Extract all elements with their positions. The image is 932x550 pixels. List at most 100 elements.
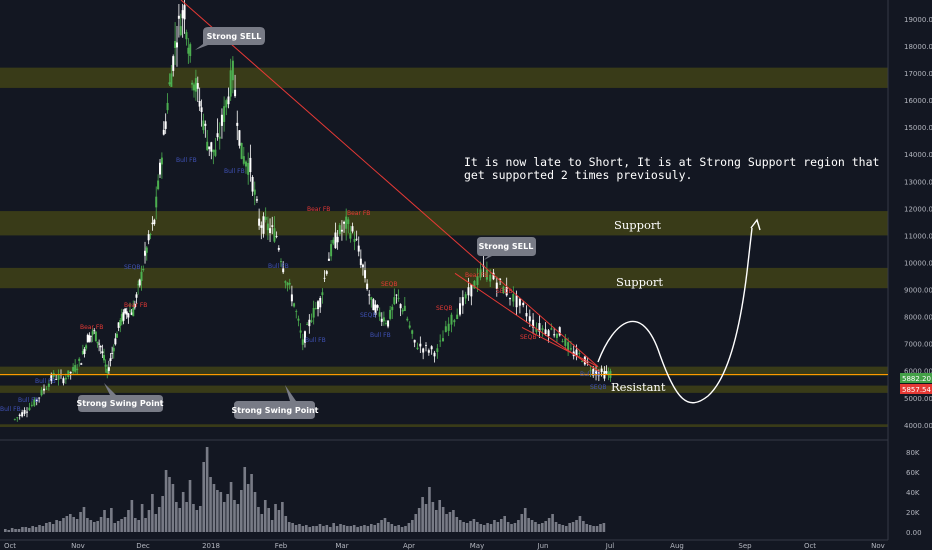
candle-body xyxy=(30,404,33,406)
volume-bar xyxy=(421,497,424,532)
candle-body xyxy=(391,306,394,311)
candle-body xyxy=(251,176,254,192)
candle-body xyxy=(430,346,433,350)
callout-strong-sell-1[interactable]: Strong SELL xyxy=(195,27,265,50)
candle-body xyxy=(112,347,115,352)
volume-bar xyxy=(250,474,253,532)
signal-label-bull: SEQB xyxy=(590,384,606,391)
volume-bar xyxy=(472,519,476,532)
volume-bar xyxy=(246,484,250,532)
signal-label-bull: Bull FB xyxy=(35,378,56,385)
volume-bar xyxy=(198,506,202,532)
candle-body xyxy=(330,244,333,257)
candle-body xyxy=(372,299,375,311)
volume-bar xyxy=(140,504,144,532)
candle-body xyxy=(323,277,326,279)
candle-body xyxy=(522,302,525,306)
price-tick-label: 10000.00 xyxy=(904,259,932,267)
candle-body xyxy=(464,294,467,299)
time-tick-label: 2018 xyxy=(202,542,220,550)
candle-body xyxy=(133,303,136,308)
candle-body xyxy=(444,326,447,332)
candle-body xyxy=(74,365,77,372)
signal-label-bull: Bull FB xyxy=(18,397,39,404)
volume-bar xyxy=(588,525,592,532)
callout-strong-swing-2[interactable]: Strong Swing Point xyxy=(232,385,319,419)
volume-bar xyxy=(209,477,212,532)
volume-bar xyxy=(161,496,164,532)
volume-bar xyxy=(106,518,110,532)
candle-body xyxy=(605,371,608,374)
volume-bar xyxy=(212,484,216,532)
volume-tick-label: 60K xyxy=(906,469,920,477)
candle-body xyxy=(357,245,360,252)
drawing-layer[interactable] xyxy=(0,0,888,404)
candle-body xyxy=(86,334,89,343)
signal-label-bear: Bear FB xyxy=(347,210,370,217)
candle-body xyxy=(489,274,492,282)
candle-body xyxy=(204,123,207,126)
candle-body xyxy=(297,318,300,321)
downtrend-line xyxy=(180,0,599,368)
time-tick-label: Feb xyxy=(275,542,288,550)
candle-body xyxy=(176,42,178,48)
price-axis[interactable]: 19000.00 18000.00 17000.00 16000.00 15000.00… xyxy=(904,16,932,430)
candle-body xyxy=(564,338,567,346)
volume-bar xyxy=(68,514,72,532)
volume-bar xyxy=(229,482,233,532)
time-tick-label: May xyxy=(470,542,484,550)
candle-body xyxy=(50,375,53,382)
candle-body xyxy=(240,142,243,159)
candle-body xyxy=(492,272,495,280)
volume-bar xyxy=(48,522,52,532)
volume-bar xyxy=(554,522,558,532)
candle-body xyxy=(264,217,267,220)
time-tick-label: Aug xyxy=(670,542,684,550)
candle-body xyxy=(575,349,578,357)
volume-bar xyxy=(222,502,226,532)
candle-body xyxy=(189,44,192,57)
volume-axis[interactable]: 80K 60K 40K 20K 0.00 xyxy=(906,449,922,537)
candle-body xyxy=(262,216,265,234)
candle-body xyxy=(338,225,341,234)
candle-body xyxy=(495,282,498,289)
candle-body xyxy=(194,78,197,92)
callout-text: Strong Swing Point xyxy=(77,399,164,408)
candle-body xyxy=(512,294,515,302)
candle-body xyxy=(249,157,252,173)
volume-bar xyxy=(305,525,308,532)
candle-body xyxy=(109,358,112,362)
candle-body xyxy=(130,312,133,315)
time-axis[interactable]: Oct Nov Dec 2018 Feb Mar Apr May Jun Jul Aug Sep Oct… xyxy=(4,542,885,550)
callout-strong-sell-2[interactable]: Strong SELL xyxy=(477,237,536,260)
volume-bar xyxy=(260,514,264,532)
volume-bar xyxy=(510,524,513,532)
time-tick-label: Oct xyxy=(804,542,816,550)
volume-bar xyxy=(72,517,76,532)
candle-body xyxy=(555,334,558,338)
volume-bar xyxy=(373,525,377,532)
candle-body xyxy=(160,157,163,165)
candle-body xyxy=(144,250,147,256)
volume-bar xyxy=(137,520,141,532)
volume-bar xyxy=(130,500,134,532)
callout-strong-swing-1[interactable]: Strong Swing Point xyxy=(77,383,164,412)
candle-body xyxy=(216,133,219,138)
candle-body xyxy=(45,388,48,390)
candle-body xyxy=(253,189,256,195)
candle-body xyxy=(206,141,209,151)
candle-body xyxy=(200,107,203,113)
signal-label-bull: Bull FB xyxy=(268,263,289,270)
candle-body xyxy=(436,348,439,353)
volume-bar xyxy=(58,521,62,532)
callout-text: Strong SELL xyxy=(479,242,534,251)
candle-body xyxy=(589,370,592,372)
candle-body xyxy=(351,226,354,232)
candle-body xyxy=(155,196,158,208)
volume-bar xyxy=(335,526,339,532)
candle-body xyxy=(43,388,45,391)
candle-body xyxy=(382,317,385,322)
volume-tick-label: 40K xyxy=(906,489,920,497)
candle-body xyxy=(310,320,313,322)
